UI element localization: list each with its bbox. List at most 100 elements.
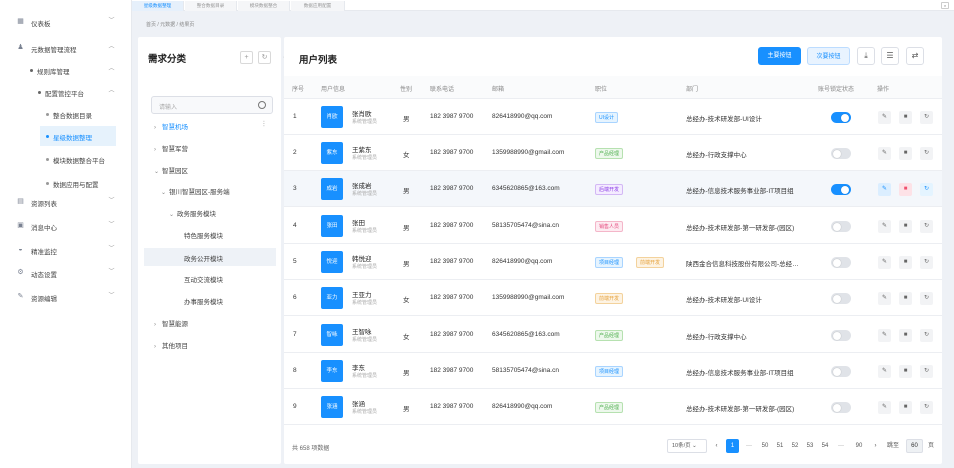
lock-toggle[interactable] bbox=[831, 221, 851, 232]
sidebar-item-data-catalog[interactable]: 整合数据目录 bbox=[0, 104, 132, 124]
lock-toggle[interactable] bbox=[831, 112, 851, 123]
tree-item-yinchuan[interactable]: ⌄ 银川智慧园区-服务端 bbox=[161, 189, 230, 196]
tree-item-special-service[interactable]: 特色服务模块 bbox=[184, 233, 223, 240]
refresh-icon[interactable]: ↻ bbox=[920, 365, 933, 378]
tree-item-interaction[interactable]: 互动交流模块 bbox=[184, 277, 223, 284]
page-52[interactable]: 52 bbox=[791, 443, 799, 449]
edit-icon[interactable]: ✎ bbox=[878, 365, 891, 378]
tree-item-gov-service[interactable]: ⌄ 政务服务模块 bbox=[169, 211, 216, 218]
density-icon[interactable]: ☰ bbox=[881, 47, 899, 65]
tree-item-gov-public[interactable]: 政务公开模块 bbox=[184, 256, 223, 263]
chevron-down-icon: ⌄ bbox=[154, 169, 160, 175]
refresh-icon[interactable]: ↻ bbox=[920, 147, 933, 160]
table-row[interactable] bbox=[284, 135, 942, 171]
sidebar-item-metadata-flow[interactable]: ♟ 元数据管理流程 ︿ bbox=[17, 44, 115, 54]
delete-icon[interactable]: ■ bbox=[899, 147, 912, 160]
lock-toggle[interactable] bbox=[831, 402, 851, 413]
page-50[interactable]: 50 bbox=[761, 443, 769, 449]
sidebar-item-resources[interactable]: ▤ 资源列表 ﹀ bbox=[17, 198, 115, 208]
refresh-icon[interactable]: ↻ bbox=[920, 111, 933, 124]
table-row[interactable] bbox=[284, 244, 942, 280]
edit-icon[interactable]: ✎ bbox=[878, 401, 891, 414]
edit-icon[interactable]: ✎ bbox=[878, 147, 891, 160]
delete-icon[interactable]: ■ bbox=[899, 329, 912, 342]
download-icon[interactable]: ⤓ bbox=[857, 47, 875, 65]
table-row[interactable] bbox=[284, 317, 942, 353]
delete-icon[interactable]: ■ bbox=[899, 292, 912, 305]
department: 总经办-行政支撑中心 bbox=[686, 334, 747, 341]
sidebar-item-resource-edit[interactable]: ✎ 资源编辑 ﹀ bbox=[17, 293, 115, 303]
tree-item-camp[interactable]: › 智慧军营 bbox=[154, 146, 188, 153]
edit-icon[interactable]: ✎ bbox=[878, 220, 891, 233]
tree-item-airport[interactable]: › 智慧机场 bbox=[154, 124, 188, 131]
tab-star-data[interactable]: 星级数据整理 bbox=[132, 1, 184, 11]
lock-toggle[interactable] bbox=[831, 184, 851, 195]
sidebar-item-config-platform[interactable]: 配置管控平台 ︿ bbox=[0, 82, 132, 102]
page-1[interactable]: 1 bbox=[726, 439, 739, 453]
lock-toggle[interactable] bbox=[831, 148, 851, 159]
page-ellipsis[interactable]: ··· bbox=[838, 443, 844, 449]
lock-toggle[interactable] bbox=[831, 330, 851, 341]
page-51[interactable]: 51 bbox=[776, 443, 784, 449]
edit-icon[interactable]: ✎ bbox=[878, 329, 891, 342]
edit-icon[interactable]: ✎ bbox=[878, 111, 891, 124]
sidebar-item-module-platform[interactable]: 模块数据整合平台 bbox=[0, 149, 132, 169]
tree-item-energy[interactable]: › 智慧能源 bbox=[154, 321, 188, 328]
edit-icon[interactable]: ✎ bbox=[878, 292, 891, 305]
edit-icon[interactable]: ✎ bbox=[878, 183, 891, 196]
page-53[interactable]: 53 bbox=[806, 443, 814, 449]
refresh-icon[interactable]: ↻ bbox=[920, 401, 933, 414]
edit-icon[interactable]: ✎ bbox=[878, 256, 891, 269]
table-row[interactable] bbox=[284, 99, 942, 135]
row-index: 6 bbox=[293, 294, 297, 301]
sidebar-item-messages[interactable]: ▣ 消息中心 ﹀ bbox=[17, 222, 115, 232]
lock-toggle[interactable] bbox=[831, 257, 851, 268]
refresh-icon[interactable]: ↻ bbox=[920, 183, 933, 196]
delete-icon[interactable]: ■ bbox=[899, 111, 912, 124]
tree-item-affairs[interactable]: 办事服务模块 bbox=[184, 299, 223, 306]
tree-item-other[interactable]: › 其他项目 bbox=[154, 343, 188, 350]
table-row[interactable] bbox=[284, 208, 942, 244]
close-tabs-button[interactable]: × bbox=[941, 2, 949, 9]
column-settings-icon[interactable]: ⇄ bbox=[906, 47, 924, 65]
sidebar-item-settings[interactable]: ⚙ 动态设置 ﹀ bbox=[17, 269, 115, 279]
primary-button[interactable]: 主要按钮 bbox=[758, 47, 801, 65]
next-page-icon[interactable]: › bbox=[874, 443, 877, 449]
lock-toggle[interactable] bbox=[831, 366, 851, 377]
sidebar-item-monitor[interactable]: ◒ 精准监控 ﹀ bbox=[0, 240, 132, 260]
prev-page-icon[interactable]: ‹ bbox=[715, 443, 718, 449]
delete-icon[interactable]: ■ bbox=[899, 220, 912, 233]
tab-module-data[interactable]: 模块数据整合 bbox=[238, 1, 290, 11]
refresh-icon[interactable]: ↻ bbox=[920, 292, 933, 305]
delete-icon[interactable]: ■ bbox=[899, 183, 912, 196]
more-icon[interactable]: ··· bbox=[260, 120, 267, 127]
tree-item-park[interactable]: ⌄ 智慧园区 bbox=[154, 168, 188, 175]
refresh-icon[interactable]: ↻ bbox=[920, 329, 933, 342]
sidebar-item-dashboard[interactable]: ▦ 仪表板 ﹀ bbox=[17, 18, 115, 28]
delete-icon[interactable]: ■ bbox=[899, 401, 912, 414]
add-button[interactable]: + bbox=[240, 51, 253, 64]
sidebar-item-data-app[interactable]: 数据应用与配置 bbox=[0, 173, 132, 193]
page-90[interactable]: 90 bbox=[855, 443, 863, 449]
page-size-select[interactable]: 10条/页 ⌄ bbox=[667, 439, 707, 453]
delete-icon[interactable]: ■ bbox=[899, 256, 912, 269]
refresh-icon[interactable]: ↻ bbox=[920, 220, 933, 233]
lock-toggle[interactable] bbox=[831, 293, 851, 304]
table-row[interactable] bbox=[284, 389, 942, 425]
table-row[interactable] bbox=[284, 280, 942, 316]
page-ellipsis[interactable]: ··· bbox=[746, 443, 752, 449]
department: 总经办-行政支撑中心 bbox=[686, 152, 747, 159]
refresh-button[interactable]: ↻ bbox=[258, 51, 271, 64]
tab-data-app[interactable]: 数据应用配置 bbox=[291, 1, 345, 11]
page-54[interactable]: 54 bbox=[821, 443, 829, 449]
sidebar-item-star-data[interactable]: 星级数据整理 bbox=[40, 126, 116, 146]
tab-data-catalog[interactable]: 整合数据目录 bbox=[185, 1, 237, 11]
total-count: 共 658 项数据 bbox=[292, 446, 330, 452]
refresh-icon[interactable]: ↻ bbox=[920, 256, 933, 269]
secondary-button[interactable]: 次要按钮 bbox=[807, 47, 850, 65]
table-row[interactable] bbox=[284, 353, 942, 389]
category-search-input[interactable]: 请输入 bbox=[151, 96, 273, 114]
jump-page-input[interactable]: 60 bbox=[906, 439, 923, 453]
sidebar-item-rule-library[interactable]: 规则库管理 ︿ bbox=[0, 60, 132, 80]
delete-icon[interactable]: ■ bbox=[899, 365, 912, 378]
